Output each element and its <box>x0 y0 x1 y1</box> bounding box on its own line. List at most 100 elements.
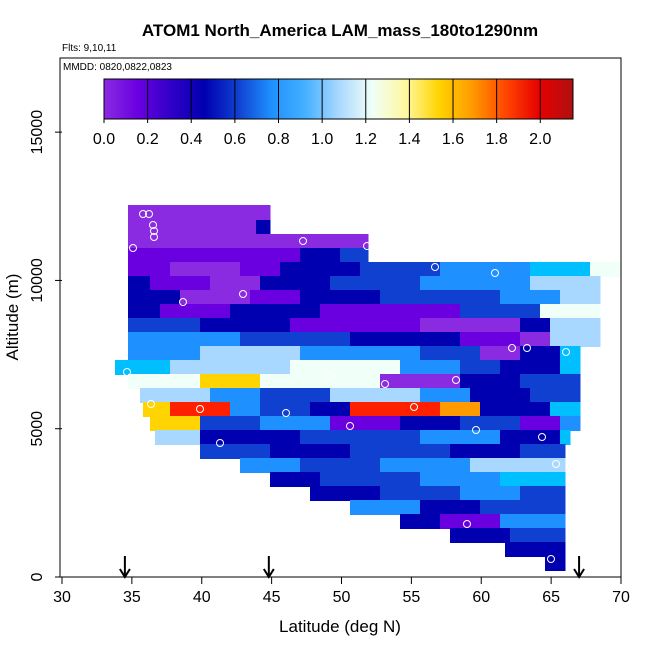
heatmap-cell <box>298 472 313 487</box>
heatmap-cell <box>436 486 451 501</box>
heatmap-cell <box>328 346 343 361</box>
heatmap-cell <box>548 444 563 459</box>
heatmap-cell <box>268 248 283 263</box>
heatmap-cell <box>392 402 407 417</box>
heatmap-cell <box>226 360 241 375</box>
heatmap-cell <box>240 234 255 249</box>
heatmap-cell <box>340 234 355 249</box>
heatmap-cell <box>330 388 345 403</box>
heatmap-cell <box>420 388 435 403</box>
heatmap-cell <box>280 262 295 277</box>
heatmap-cell <box>484 388 499 403</box>
heatmap-cell <box>422 458 437 473</box>
heatmap-cell <box>300 346 315 361</box>
colorbar-gradient <box>103 78 574 120</box>
heatmap-cell <box>528 290 543 305</box>
heatmap-cell <box>150 416 165 431</box>
heatmap-cell <box>462 472 477 487</box>
heatmap-cell <box>440 402 455 417</box>
heatmap-cell <box>214 374 229 389</box>
heatmap-cell <box>408 374 423 389</box>
heatmap-cell <box>392 500 407 515</box>
heatmap-cell <box>242 444 257 459</box>
heatmap-cell <box>544 276 559 291</box>
heatmap-cell <box>256 430 271 445</box>
heatmap-cell <box>242 374 257 389</box>
heatmap-cell <box>376 304 391 319</box>
heatmap-cell <box>156 205 171 220</box>
heatmap-cell <box>502 486 517 501</box>
heatmap-cell <box>494 500 509 515</box>
heatmap-cell <box>400 360 415 375</box>
heatmap-cell <box>358 374 373 389</box>
measurement-point <box>123 368 131 376</box>
heatmap-cell <box>270 346 285 361</box>
heatmap-cell <box>542 430 557 445</box>
heatmap-cell <box>536 500 551 515</box>
heatmap-cell <box>476 318 491 333</box>
heatmap-cell <box>254 360 269 375</box>
heatmap-cell <box>590 262 605 277</box>
heatmap-cell <box>402 318 417 333</box>
heatmap-cell <box>170 234 185 249</box>
heatmap-cell <box>488 332 503 347</box>
heatmap-cell <box>478 290 493 305</box>
colorbar-tick-label: 1.6 <box>442 131 464 148</box>
heatmap-cell <box>514 430 529 445</box>
heatmap-cell <box>228 318 243 333</box>
heatmap-cell <box>198 248 213 263</box>
heatmap-cell <box>500 430 515 445</box>
measurement-point <box>562 348 570 356</box>
heatmap-cell <box>302 276 317 291</box>
heatmap-cell <box>388 262 403 277</box>
heatmap-cell <box>572 262 587 277</box>
heatmap-cell <box>156 220 171 235</box>
heatmap-cell <box>316 276 331 291</box>
heatmap-cell <box>510 528 525 543</box>
heatmap-cell <box>482 262 497 277</box>
heatmap-cell <box>370 458 381 473</box>
heatmap-cell <box>157 360 171 375</box>
heatmap-cell <box>334 472 349 487</box>
heatmap-cell <box>160 304 175 319</box>
heatmap-cell <box>364 332 379 347</box>
heatmap-cell <box>548 416 561 431</box>
heatmap-cell <box>180 290 195 305</box>
heatmap-cell <box>488 416 503 431</box>
heatmap-cell <box>550 332 565 347</box>
heatmap-cell <box>210 276 225 291</box>
heatmap-cell <box>298 346 301 361</box>
heatmap-cell <box>294 262 309 277</box>
heatmap-cell <box>270 430 285 445</box>
heatmap-cell <box>518 318 521 333</box>
heatmap-cell <box>320 304 335 319</box>
colorbar-tick-label: 0.6 <box>224 131 246 148</box>
heatmap-cell <box>240 248 255 263</box>
heatmap-cell <box>310 402 325 417</box>
measurement-point <box>147 400 155 408</box>
heatmap-cell <box>488 304 503 319</box>
colorbar-tick-label: 0.8 <box>267 131 289 148</box>
heatmap-cell <box>588 290 601 305</box>
plot-frame <box>59 57 622 578</box>
heatmap-cell <box>143 402 158 417</box>
heatmap-cell <box>536 402 551 417</box>
heatmap-cell <box>254 332 269 347</box>
heatmap-cell <box>300 290 315 305</box>
heatmap-cell <box>298 430 301 445</box>
heatmap-cell <box>542 360 557 375</box>
colorbar-tick-label: 1.0 <box>311 131 333 148</box>
heatmap-cell <box>129 360 144 375</box>
heatmap-cell <box>140 388 155 403</box>
heatmap-cell <box>448 346 463 361</box>
heatmap-cell <box>474 486 489 501</box>
heatmap-cell <box>200 318 215 333</box>
heatmap-cell <box>378 332 393 347</box>
heatmap-cell <box>504 318 519 333</box>
x-axis: 30 35 40 45 50 55 60 65 70 <box>53 577 630 606</box>
heatmap-cell <box>304 360 319 375</box>
heatmap-cell <box>416 262 431 277</box>
heatmap-cell <box>394 374 409 389</box>
heatmap-cell <box>448 472 463 487</box>
heatmap-cell <box>142 318 157 333</box>
